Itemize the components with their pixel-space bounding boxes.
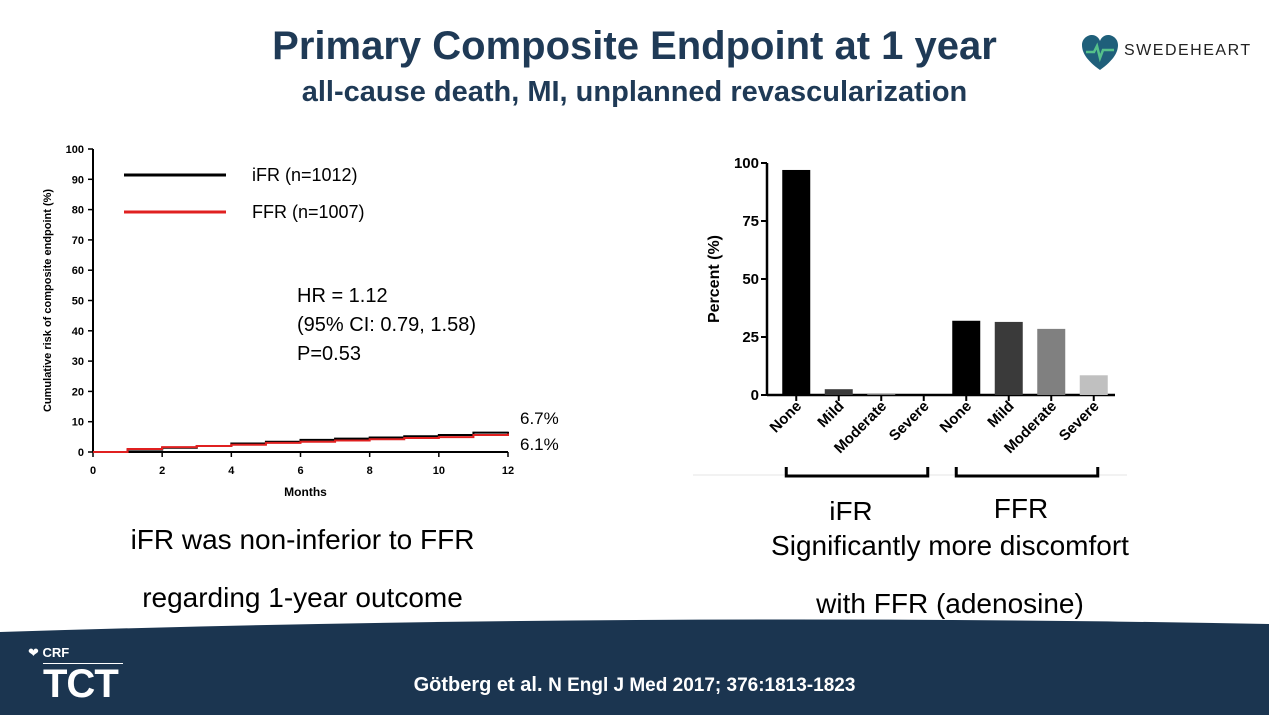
bar-ffr-moderate bbox=[1037, 328, 1066, 395]
km-y-tick-label: 50 bbox=[72, 296, 84, 308]
brand-divider bbox=[43, 663, 123, 664]
bar-ffr-none bbox=[952, 320, 981, 395]
km-y-axis-label: Cumulative risk of composite endpoint (%… bbox=[42, 189, 54, 412]
km-y-tick-label: 70 bbox=[72, 235, 84, 247]
km-end-label: 6.1% bbox=[520, 435, 559, 454]
footer-band bbox=[0, 619, 1269, 715]
bar-y-tick-label: 25 bbox=[742, 329, 759, 346]
right-caption-line2: with FFR (adenosine) bbox=[816, 588, 1084, 619]
crf-brand: ❤ CRF bbox=[28, 645, 69, 661]
km-x-tick-label: 4 bbox=[228, 465, 235, 477]
reference-authors: Götberg et al. bbox=[413, 674, 543, 696]
km-y-tick-label: 80 bbox=[72, 205, 84, 217]
bar-category-label: None bbox=[937, 398, 976, 437]
heart-small-icon: ❤ bbox=[28, 645, 39, 660]
km-hr-annotation: (95% CI: 0.79, 1.58) bbox=[297, 314, 476, 336]
group-bracket-ifr bbox=[784, 467, 930, 478]
bar-ifr-none bbox=[782, 169, 811, 395]
km-y-tick-label: 10 bbox=[72, 417, 84, 429]
km-y-tick-label: 40 bbox=[72, 326, 84, 338]
km-legend-label: iFR (n=1012) bbox=[252, 165, 358, 185]
swedeheart-logo bbox=[1082, 35, 1118, 70]
km-y-tick-label: 100 bbox=[66, 144, 84, 156]
bar-y-tick-label: 50 bbox=[742, 271, 759, 288]
km-x-axis-label: Months bbox=[284, 485, 327, 499]
tct-brand: TCT bbox=[43, 662, 119, 706]
bar-category-label: Severe bbox=[1056, 398, 1103, 445]
km-curve-chart: 0 10 20 30 40 50 60 70 80 90 100 0 2 4 6 8 10 12 Months Cum… bbox=[42, 144, 559, 499]
group-label-ffr: FFR bbox=[994, 493, 1048, 520]
km-hr-annotation: P=0.53 bbox=[297, 343, 361, 365]
km-y-tick-label: 0 bbox=[78, 447, 84, 459]
reference-journal: N Engl J Med 2017; 376:1813-1823 bbox=[548, 675, 856, 696]
heart-logo-icon bbox=[1082, 35, 1118, 70]
km-y-tick-label: 30 bbox=[72, 356, 84, 368]
right-caption-line1: Significantly more discomfort bbox=[771, 530, 1129, 561]
bar-category-label: Mild bbox=[984, 398, 1017, 431]
km-x-tick-label: 2 bbox=[159, 465, 165, 477]
km-legend-label: FFR (n=1007) bbox=[252, 202, 365, 222]
group-label-ifr: iFR bbox=[829, 496, 873, 520]
bar-y-tick-label: 0 bbox=[751, 387, 759, 404]
logo-text: SWEDEHEART bbox=[1124, 42, 1252, 59]
bar-category-label: None bbox=[767, 398, 806, 437]
km-end-label: 6.7% bbox=[520, 409, 559, 428]
km-series-line-ffr bbox=[93, 433, 509, 453]
km-x-tick-label: 8 bbox=[367, 465, 373, 477]
bar-ffr-mild bbox=[994, 321, 1023, 395]
km-y-tick-label: 90 bbox=[72, 174, 84, 186]
bar-y-tick-label: 75 bbox=[742, 213, 759, 230]
km-y-tick-label: 20 bbox=[72, 386, 84, 398]
km-x-tick-label: 12 bbox=[502, 465, 514, 477]
left-caption-line2: regarding 1-year outcome bbox=[142, 582, 463, 613]
slide-title: Primary Composite Endpoint at 1 year bbox=[272, 24, 997, 68]
bar-ifr-mild bbox=[824, 389, 853, 395]
slide-subtitle: all-cause death, MI, unplanned revascula… bbox=[301, 76, 968, 108]
bar-y-axis-label: Percent (%) bbox=[706, 235, 723, 323]
bar-ifr-moderate bbox=[867, 393, 896, 395]
group-bracket-ffr bbox=[954, 467, 1100, 478]
bar-y-tick-label: 100 bbox=[734, 155, 759, 172]
footer-reference: Götberg et al. N Engl J Med 2017; 376:18… bbox=[0, 674, 1269, 697]
km-hr-annotation: HR = 1.12 bbox=[297, 285, 388, 307]
km-x-tick-label: 0 bbox=[90, 465, 96, 477]
km-y-tick-label: 60 bbox=[72, 265, 84, 277]
bar-category-label: Severe bbox=[886, 398, 933, 445]
km-x-tick-label: 6 bbox=[297, 465, 303, 477]
bar-ffr-severe bbox=[1079, 375, 1108, 395]
bar-category-label: Mild bbox=[814, 398, 847, 431]
km-x-tick-label: 10 bbox=[433, 465, 445, 477]
crf-brand-text: CRF bbox=[42, 645, 70, 660]
left-caption-line1: iFR was non-inferior to FFR bbox=[130, 524, 475, 555]
